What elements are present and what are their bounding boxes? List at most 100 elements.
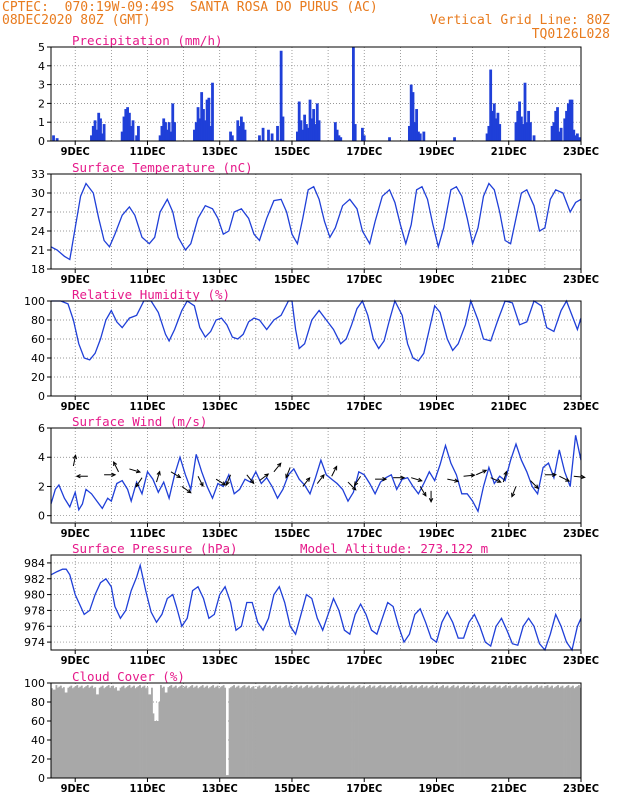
cloud-bar xyxy=(254,688,256,778)
cloud-bar xyxy=(379,685,382,778)
cloud-bar xyxy=(209,687,212,778)
precip-ytick-label: 3 xyxy=(38,79,45,92)
cloud-bar xyxy=(143,685,146,778)
cloud-bar xyxy=(286,687,289,778)
precip-bar xyxy=(498,124,502,141)
cloud-bar xyxy=(563,688,565,778)
wind-arrow xyxy=(259,473,269,482)
cloud-bar xyxy=(240,687,243,778)
cloud-ytick-label: 40 xyxy=(31,734,45,747)
pres-ytick-label: 982 xyxy=(24,573,45,586)
precip-bar xyxy=(203,120,207,141)
cloud-bar xyxy=(575,687,577,778)
wind-xtick-label: 15DEC xyxy=(274,527,310,540)
cloud-bar xyxy=(85,686,88,778)
precip-bar xyxy=(97,112,101,141)
cloud-bar xyxy=(195,685,198,778)
cloud-bar xyxy=(297,687,300,778)
cloud-bar xyxy=(243,685,246,778)
precip-bar xyxy=(261,127,265,141)
wind-arrow xyxy=(170,471,181,478)
wind-arrow-head xyxy=(285,473,290,479)
cloud-bar xyxy=(233,685,235,778)
precip-bar xyxy=(295,131,299,141)
cloud-bar xyxy=(292,687,295,778)
cloud-bar xyxy=(98,687,101,778)
cloud-bar xyxy=(174,685,177,778)
precip-bar xyxy=(120,131,124,141)
precip-bar xyxy=(211,82,214,141)
precip-bar xyxy=(409,84,413,141)
precip-bar xyxy=(137,125,140,141)
temp-xtick-label: 17DEC xyxy=(346,273,382,286)
wind-arrow xyxy=(226,474,232,486)
wind-arrow-head xyxy=(382,476,388,482)
cloud-bar xyxy=(88,687,91,778)
precip-bar xyxy=(303,114,307,141)
cloud-bar xyxy=(276,687,279,778)
precip-bar xyxy=(496,112,500,141)
cloud-bar xyxy=(79,686,82,778)
wind-arrow xyxy=(447,478,459,482)
cloud-bar xyxy=(448,688,450,778)
cloud-bar xyxy=(473,685,476,778)
wind-arrow xyxy=(316,474,325,484)
cloud-ytick-label: 20 xyxy=(31,753,45,766)
cloud-bar xyxy=(328,687,331,778)
cloud-bar xyxy=(480,687,483,778)
cloud-bar xyxy=(510,688,513,778)
wind-arrow xyxy=(135,477,143,488)
cloud-bar xyxy=(227,775,230,778)
temp-line xyxy=(50,182,582,261)
wind-arrow-head xyxy=(351,485,357,491)
cloud-bar xyxy=(167,687,170,778)
cloud-bar xyxy=(449,687,452,778)
cloud-bar xyxy=(377,686,380,778)
rh-xtick-label: 15DEC xyxy=(274,400,310,413)
precip-bar xyxy=(202,109,205,141)
precip-xtick-label: 15DEC xyxy=(274,145,310,158)
precip-bar xyxy=(527,110,531,141)
cloud-bar xyxy=(551,685,553,778)
cloud-bar xyxy=(367,686,370,778)
cloud-bar xyxy=(333,688,336,778)
precip-bar xyxy=(239,116,243,141)
cloud-bar xyxy=(125,687,128,778)
pres-xtick-label: 11DEC xyxy=(129,654,165,667)
precip-bar xyxy=(566,103,570,141)
cloud-bar xyxy=(83,687,86,778)
precip-bar xyxy=(407,125,411,141)
precip-bar xyxy=(577,137,581,141)
wind-arrow xyxy=(530,480,539,489)
cloud-bar xyxy=(62,687,65,778)
cloud-bar xyxy=(136,687,138,778)
precip-bar xyxy=(267,129,270,141)
cloud-bar xyxy=(288,686,291,778)
wind-arrow xyxy=(72,455,77,467)
cloud-bar xyxy=(152,713,155,778)
cloud-bar xyxy=(516,687,519,778)
cloud-bar xyxy=(522,687,525,778)
wind-arrow xyxy=(181,486,192,494)
cloud-bar xyxy=(549,686,552,778)
cloud-bar xyxy=(554,687,556,778)
pres-xtick-label: 9DEC xyxy=(61,654,90,667)
precip-bar xyxy=(230,135,234,141)
precip-bar xyxy=(418,133,422,141)
cloud-bar xyxy=(192,687,195,778)
cloud-bar xyxy=(498,685,501,778)
cloud-bar xyxy=(548,687,550,778)
rh-xtick-label: 23DEC xyxy=(563,400,599,413)
cloud-bar xyxy=(157,721,159,778)
cloud-bar xyxy=(485,687,488,778)
cloud-bar xyxy=(546,685,549,778)
precip-bar xyxy=(568,99,572,141)
cloud-bar xyxy=(518,686,521,778)
cloud-bar xyxy=(354,688,356,778)
cloud-bar xyxy=(73,687,76,778)
cloud-bar xyxy=(146,687,149,778)
rh-title: Relative Humidity (%) xyxy=(72,287,230,302)
temp-xtick-label: 11DEC xyxy=(129,273,165,286)
precip-xtick-label: 21DEC xyxy=(491,145,527,158)
wind-arrow-head xyxy=(422,491,427,497)
